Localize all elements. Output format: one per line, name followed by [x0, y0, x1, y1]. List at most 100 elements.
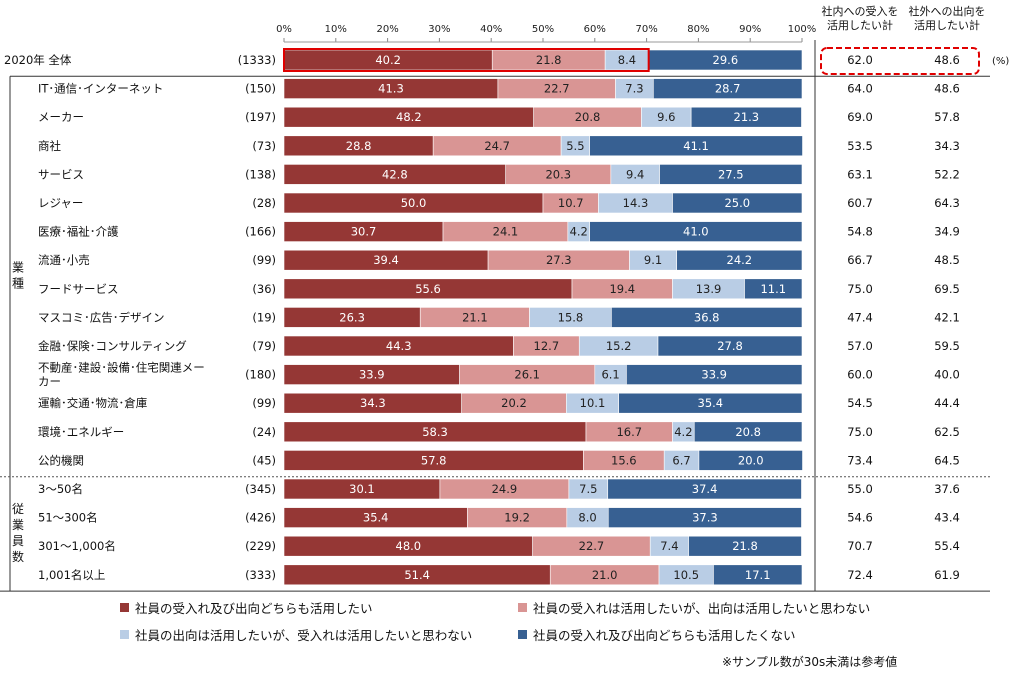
bar-data-label: 26.1: [514, 368, 540, 382]
row-sample-size: (99): [252, 253, 276, 267]
x-tick-label: 100%: [788, 24, 817, 35]
group-label-company-size: 員: [12, 534, 24, 548]
row-sample-size: (138): [245, 167, 276, 181]
bar-data-label: 35.4: [363, 511, 389, 525]
row-sample-size: (180): [245, 368, 276, 382]
external-total-value: 37.6: [934, 482, 960, 496]
row-label: レジャー: [38, 196, 83, 210]
x-tick-label: 0%: [276, 24, 292, 35]
row-label: 301～1,000名: [38, 539, 116, 553]
internal-total-value: 60.0: [847, 368, 873, 382]
x-tick-label: 20%: [376, 24, 398, 35]
bar-segment: [589, 135, 803, 157]
bar-data-label: 20.8: [735, 425, 761, 439]
bar-data-label: 9.6: [657, 110, 675, 124]
row-label: 不動産･建設･設備･住宅関連メー: [38, 361, 205, 375]
row-label: 3～50名: [38, 482, 83, 496]
internal-total-value: 73.4: [847, 453, 873, 467]
row-sample-size: (28): [252, 196, 276, 210]
bar-data-label: 40.2: [375, 53, 401, 67]
row-sample-size: (19): [252, 310, 276, 324]
bar-data-label: 10.5: [673, 568, 699, 582]
bar-data-label: 44.3: [386, 339, 412, 353]
bar-segment: [744, 278, 803, 300]
internal-total-value: 55.0: [847, 482, 873, 496]
bar-data-label: 51.4: [404, 568, 430, 582]
bar-data-label: 9.1: [644, 253, 662, 267]
bar-data-label: 15.6: [611, 453, 637, 467]
bar-data-label: 21.8: [536, 53, 562, 67]
bar-data-label: 34.3: [360, 396, 386, 410]
bar-data-label: 39.4: [373, 253, 399, 267]
group-label-industry: 種: [12, 277, 24, 291]
row-label: 2020年 全体: [4, 53, 72, 67]
x-tick-label: 60%: [584, 24, 606, 35]
bar-data-label: 20.3: [545, 167, 571, 181]
row-label: サービス: [38, 167, 84, 181]
row-sample-size: (166): [245, 225, 276, 239]
row-label: 環境･エネルギー: [38, 425, 124, 439]
bar-data-label: 7.5: [579, 482, 597, 496]
bar-data-label: 36.8: [694, 310, 720, 324]
bar-data-label: 15.2: [606, 339, 632, 353]
internal-total-value: 70.7: [847, 539, 873, 553]
bar-data-label: 13.9: [696, 282, 722, 296]
row-label: カー: [38, 375, 61, 389]
bar-data-label: 5.5: [566, 139, 584, 153]
row-sample-size: (150): [245, 82, 276, 96]
legend-item-3: 社員の出向は活用したいが、受入れは活用したいと思わない: [120, 625, 472, 644]
internal-total-value: 53.5: [847, 139, 873, 153]
external-total-value: 52.2: [934, 167, 960, 181]
legend-swatch-4: [518, 630, 527, 639]
external-column-header: 活用したい計: [914, 18, 980, 32]
external-column-header: 社外への出向を: [909, 4, 986, 18]
bar-data-label: 25.0: [724, 196, 750, 210]
bar-data-label: 22.7: [544, 82, 570, 96]
legend-label-3: 社員の出向は活用したいが、受入れは活用したいと思わない: [135, 628, 473, 643]
row-label: 1,001名以上: [38, 568, 105, 582]
bar-data-label: 10.7: [558, 196, 584, 210]
legend-label-1: 社員の受入れ及び出向どちらも活用したい: [135, 601, 373, 616]
bar-data-label: 19.2: [504, 511, 530, 525]
bar-data-label: 8.4: [618, 53, 636, 67]
external-total-value: 62.5: [934, 425, 960, 439]
bar-segment: [693, 421, 803, 443]
group-label-industry: 業: [12, 261, 24, 275]
row-label: メーカー: [38, 110, 84, 124]
bar-data-label: 29.6: [713, 53, 739, 67]
bar-segment: [688, 535, 802, 557]
external-total-value: 64.3: [934, 196, 960, 210]
bar-data-label: 48.0: [396, 539, 422, 553]
internal-total-value: 66.7: [847, 253, 873, 267]
bar-data-label: 27.3: [546, 253, 572, 267]
bar-data-label: 16.7: [616, 425, 642, 439]
external-total-value: 57.8: [934, 110, 960, 124]
bar-data-label: 48.2: [396, 110, 422, 124]
external-total-value: 61.9: [934, 568, 960, 582]
sample-size-note: ※サンプル数が30s未満は参考値: [722, 655, 898, 669]
external-total-value: 55.4: [934, 539, 960, 553]
internal-total-value: 60.7: [847, 196, 873, 210]
internal-total-value: 75.0: [847, 425, 873, 439]
external-total-value: 69.5: [934, 282, 960, 296]
bar-data-label: 7.3: [625, 82, 643, 96]
row-sample-size: (45): [252, 453, 276, 467]
bar-data-label: 19.4: [609, 282, 635, 296]
external-total-value: 48.6: [934, 53, 960, 67]
bar-data-label: 14.3: [623, 196, 649, 210]
internal-total-value: 75.0: [847, 282, 873, 296]
internal-total-value: 69.0: [847, 110, 873, 124]
legend-item-4: 社員の受入れ及び出向どちらも活用したくない: [518, 625, 796, 644]
highlight-box-bar: [283, 48, 650, 72]
internal-total-value: 54.8: [847, 225, 873, 239]
external-total-value: 34.3: [934, 139, 960, 153]
internal-total-value: 64.0: [847, 82, 873, 96]
row-label: 公的機関: [38, 453, 84, 467]
bar-segment: [611, 307, 803, 328]
row-sample-size: (73): [252, 139, 276, 153]
row-label: IT･通信･インターネット: [38, 82, 163, 96]
bar-data-label: 21.0: [592, 568, 618, 582]
bar-data-label: 55.6: [415, 282, 441, 296]
row-label: 流通･小売: [38, 253, 90, 267]
bar-data-label: 37.3: [692, 511, 718, 525]
